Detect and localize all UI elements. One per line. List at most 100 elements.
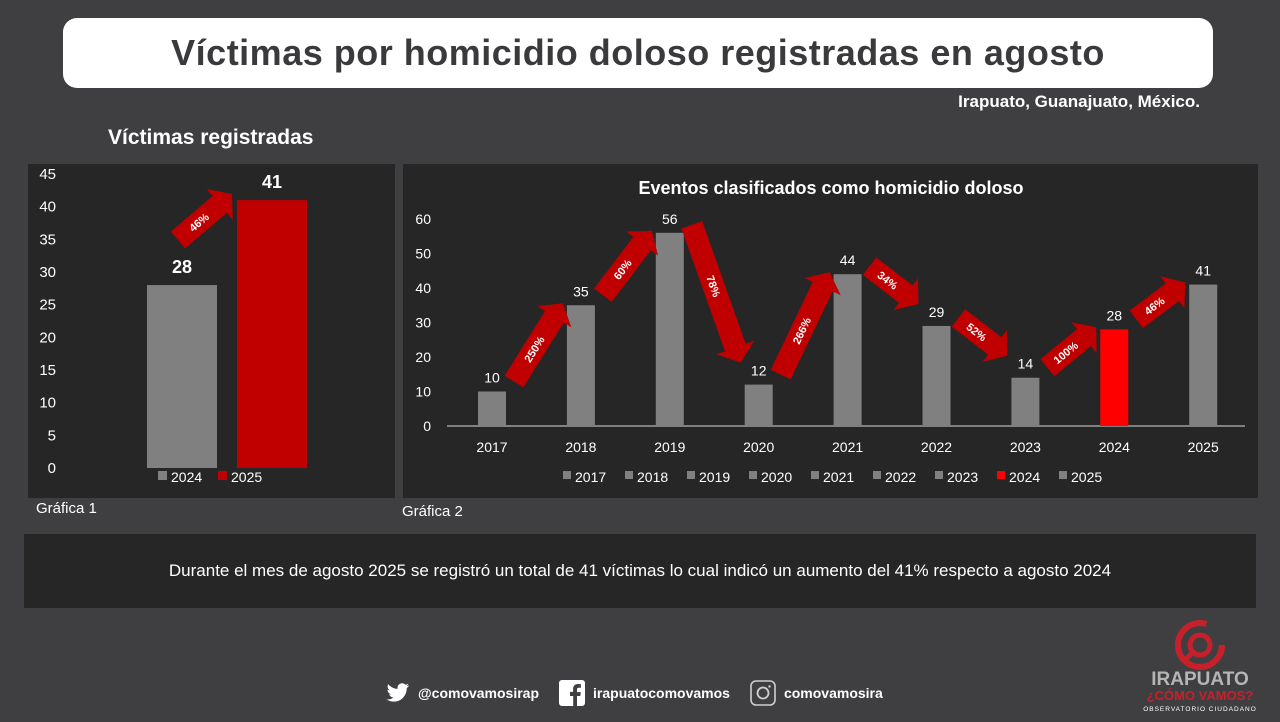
- legend-label: 2021: [823, 469, 854, 485]
- legend-label: 2020: [761, 469, 792, 485]
- legend-swatch: [218, 471, 227, 480]
- data-label: 41: [262, 172, 282, 192]
- y-tick-label: 20: [415, 349, 431, 365]
- logo-line-2: ¿CÓMO VAMOS?: [1147, 688, 1254, 703]
- trend-arrow-icon: [862, 257, 919, 311]
- legend-swatch: [997, 471, 1005, 479]
- legend-label: 2023: [947, 469, 978, 485]
- y-tick-label: 60: [415, 211, 431, 227]
- y-tick-label: 0: [48, 460, 56, 477]
- x-tick-label: 2024: [1099, 439, 1130, 455]
- trend-arrow: 266%: [770, 272, 841, 380]
- data-label: 56: [662, 211, 678, 227]
- trend-arrow-icon: [504, 303, 572, 388]
- legend-label: 2019: [699, 469, 730, 485]
- bar-2023: [1011, 377, 1040, 426]
- legend-swatch: [687, 471, 695, 479]
- twitter-icon: [386, 683, 409, 702]
- x-tick-label: 2017: [476, 439, 507, 455]
- legend-swatch: [935, 471, 943, 479]
- instagram-handle: comovamosira: [783, 685, 883, 701]
- legend-swatch: [158, 471, 167, 480]
- x-tick-label: 2018: [565, 439, 596, 455]
- chart-1-caption: Gráfica 1: [36, 500, 97, 517]
- instagram-icon: [750, 680, 776, 706]
- chart-title: Eventos clasificados como homicidio dolo…: [638, 178, 1023, 198]
- y-tick-label: 0: [423, 418, 431, 434]
- trend-arrow: 34%: [862, 257, 919, 311]
- bar-2018: [566, 305, 595, 426]
- x-tick-label: 2021: [832, 439, 863, 455]
- legend-swatch: [811, 471, 819, 479]
- location-label: Irapuato, Guanajuato, México.: [958, 92, 1200, 111]
- y-tick-label: 15: [39, 362, 56, 379]
- x-tick-label: 2020: [743, 439, 774, 455]
- data-label: 28: [172, 257, 192, 277]
- legend-label: 2025: [231, 469, 262, 485]
- trend-arrow-icon: [170, 189, 233, 249]
- title-banner: Víctimas por homicidio doloso registrada…: [63, 18, 1213, 88]
- y-tick-label: 10: [39, 395, 56, 412]
- data-label: 35: [573, 283, 589, 299]
- chart-panel-2: Eventos clasificados como homicidio dolo…: [403, 164, 1258, 498]
- data-label: 44: [840, 252, 856, 268]
- x-tick-label: 2025: [1188, 439, 1219, 455]
- logo-mark-icon: IRAPUATO ¿CÓMO VAMOS? OBSERVATORIO CIUDA…: [1143, 620, 1257, 713]
- twitter-link[interactable]: @comovamosirap: [386, 683, 539, 703]
- legend-label: 2025: [1071, 469, 1102, 485]
- trend-arrow-icon: [770, 272, 841, 380]
- page-title: Víctimas por homicidio doloso registrada…: [171, 32, 1105, 73]
- y-tick-label: 25: [39, 297, 56, 314]
- trend-arrow-icon: [951, 309, 1008, 362]
- trend-arrow-icon: [681, 221, 755, 363]
- bar-2017: [478, 391, 506, 426]
- legend-swatch: [625, 471, 633, 479]
- trend-arrow-icon: [594, 230, 659, 302]
- legend-swatch: [1059, 471, 1067, 479]
- trend-arrow-icon: [1129, 276, 1186, 329]
- y-tick-label: 35: [39, 231, 56, 248]
- facebook-handle: irapuatocomovamos: [593, 685, 730, 701]
- x-tick-label: 2023: [1010, 439, 1041, 455]
- bar-2024: [147, 285, 217, 468]
- data-label: 12: [751, 363, 767, 379]
- facebook-link[interactable]: irapuatocomovamos: [559, 680, 730, 706]
- data-label: 28: [1107, 307, 1123, 323]
- data-label: 29: [929, 304, 945, 320]
- legend-label: 2022: [885, 469, 916, 485]
- y-tick-label: 30: [415, 315, 431, 331]
- bar-2025: [1189, 284, 1218, 426]
- bar-2024: [1100, 329, 1129, 426]
- instagram-link[interactable]: comovamosira: [750, 680, 883, 706]
- chart-2-caption: Gráfica 2: [402, 503, 463, 520]
- logo-line-1: IRAPUATO: [1151, 669, 1248, 690]
- bar-2020: [744, 384, 773, 426]
- irapuato-logo: IRAPUATO ¿CÓMO VAMOS? OBSERVATORIO CIUDA…: [1135, 615, 1265, 717]
- chart-panel-1: 0 5 10 15 20 25 30 35 40 45 28 41 46% 2024 2025: [28, 164, 395, 498]
- data-label: 41: [1195, 263, 1211, 279]
- trend-arrow: 78%: [681, 221, 755, 363]
- data-label: 10: [484, 370, 500, 386]
- y-tick-label: 50: [415, 246, 431, 262]
- trend-arrow: 100%: [1040, 322, 1097, 377]
- logo-line-3: OBSERVATORIO CIUDADANO: [1143, 706, 1257, 713]
- x-tick-label: 2019: [654, 439, 685, 455]
- summary-text: Durante el mes de agosto 2025 se registr…: [168, 561, 1112, 580]
- trend-arrow: 46%: [1129, 276, 1186, 329]
- legend-swatch: [873, 471, 881, 479]
- legend-label: 2017: [575, 469, 606, 485]
- bar-2019: [655, 232, 684, 426]
- trend-arrow: 52%: [951, 309, 1008, 362]
- y-tick-label: 10: [415, 384, 431, 400]
- trend-arrow: 46%: [170, 189, 233, 249]
- trend-arrow-icon: [1040, 322, 1097, 377]
- trend-arrow: 60%: [594, 230, 659, 302]
- y-tick-label: 40: [415, 280, 431, 296]
- social-footer: @comovamosirap irapuatocomovamos comovam…: [386, 680, 893, 706]
- legend-swatch: [749, 471, 757, 479]
- twitter-handle: @comovamosirap: [418, 685, 540, 701]
- y-tick-label: 20: [39, 329, 56, 346]
- bar-2022: [922, 325, 951, 426]
- y-tick-label: 30: [39, 264, 56, 281]
